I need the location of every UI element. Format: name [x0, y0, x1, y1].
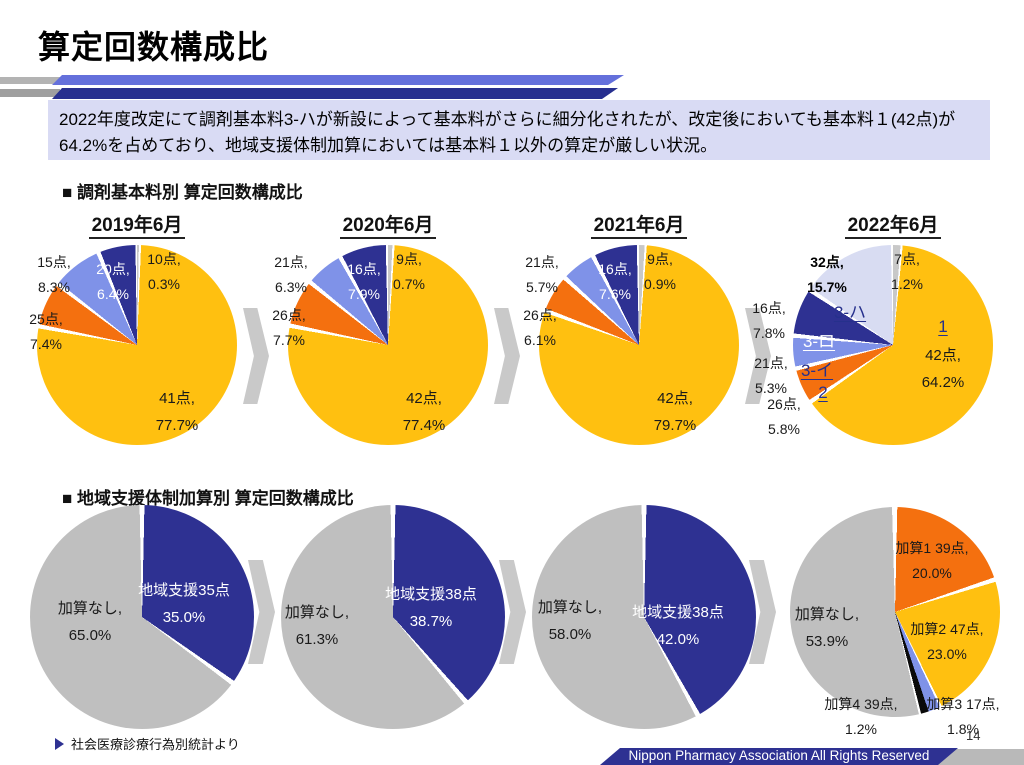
pie-basic-2021 [539, 245, 739, 445]
pie-label-none: 加算なし, 53.9% [794, 606, 860, 650]
pie-basic-2019 [37, 245, 237, 445]
pie-chiiki-2019 [30, 505, 254, 729]
pie-basic-2020 [288, 245, 488, 445]
pie-category-3ro: 3-ロ [802, 332, 836, 351]
pie-label-none: 加算なし, 65.0% [57, 600, 123, 644]
section1-heading: ■ 調剤基本料別 算定回数構成比 [62, 183, 303, 202]
pie-label-21pt: 21点, 5.7% [525, 254, 559, 295]
chart-group-chiiki-2020: 加算なし, 61.3% 地域支援38点 38.7% [263, 500, 513, 765]
footer-gray-bar [930, 749, 1024, 765]
pie-category-1: 1 [938, 317, 948, 336]
pie-label-chiiki35: 地域支援35点 35.0% [138, 582, 230, 626]
pie-label-26pt: 26点, 6.1% [523, 307, 557, 348]
decor-stripe-gray-bottom [0, 89, 60, 97]
pie-category-3i: 3-イ [800, 361, 834, 380]
pie-label-none: 加算なし, 58.0% [537, 599, 603, 643]
pie-label-kasan2: 加算2 47点, 23.0% [910, 621, 984, 662]
chart-group-chiiki-2021: 加算なし, 58.0% 地域支援38点 42.0% [514, 500, 764, 765]
pie-label-42pt: 42点, 79.7% [653, 390, 697, 434]
chart-group-basic-2020: 2020年6月 21点, 6.3% 16点, 7.9% 9点, 0.7% 26点… [263, 210, 513, 482]
pie-label-chiiki38: 地域支援38点 42.0% [632, 604, 724, 648]
pie-label-9pt: 9点, 0.9% [644, 251, 676, 292]
chart-group-basic-2019: 2019年6月 15点, 8.3% 20点, 6.4% 10点, 0.3% 25… [12, 210, 262, 482]
chart-group-chiiki-2019: 加算なし, 65.0% 地域支援35点 35.0% [12, 500, 262, 765]
pie-chiiki-2020 [281, 505, 505, 729]
pie-basic-2022 [793, 245, 993, 445]
decor-stripe-gray-top [0, 77, 66, 84]
chart-group-basic-2022: 2022年6月 32点, 15.7% 3-ハ 7点, 1.2% 16点, 7.8… [745, 210, 1024, 482]
pie-chiiki-2022 [790, 507, 1000, 717]
pie-chiiki-2021 [532, 505, 756, 729]
pie-label-25pt: 25点, 7.4% [29, 311, 63, 352]
pie-label-21pt: 21点, 5.3% [754, 355, 788, 396]
chart-group-basic-2021: 2021年6月 21点, 5.7% 16点, 7.6% 9点, 0.9% 26点… [514, 210, 764, 482]
source-note-text: 社会医療診療行為別統計より [71, 737, 240, 752]
pie-label-7pt: 7点, 1.2% [891, 251, 923, 292]
pie-label-kasan4: 加算4 39点, 1.2% [824, 696, 898, 737]
pie-label-kasan3: 加算3 17点, 1.8% [926, 696, 1000, 737]
pie-label-21pt: 21点, 6.3% [274, 254, 308, 295]
pie-label-16pt: 16点, 7.6% [598, 261, 632, 302]
chart-title-basic-2020: 2020年6月 [339, 215, 437, 239]
source-note: 社会医療診療行為別統計より [55, 734, 240, 753]
pie-label-15pt: 15点, 8.3% [37, 254, 71, 295]
chart-title-basic-2022: 2022年6月 [844, 215, 942, 239]
pie-label-16pt: 16点, 7.9% [347, 261, 381, 302]
pie-label-16pt: 16点, 7.8% [752, 300, 786, 341]
pie-category-3ha: 3-ハ [833, 303, 867, 322]
section2-heading: ■ 地域支援体制加算別 算定回数構成比 [62, 489, 354, 508]
page-title: 算定回数構成比 [38, 29, 270, 65]
pie-label-32pt: 32点, 15.7% [807, 254, 847, 295]
pie-category-2: 2 [818, 383, 828, 402]
pie-label-26pt: 26点, 5.8% [767, 396, 801, 437]
summary-box: 2022年度改定にて調剤基本料3-ハが新設によって基本料がさらに細分化されたが、… [48, 100, 990, 160]
decor-stripe-navy [52, 88, 618, 99]
pie-label-42pt: 42点, 77.4% [402, 390, 446, 434]
chart-group-chiiki-2022: 加算1 39点, 20.0% 加算2 47点, 23.0% 加算なし, 53.9… [758, 500, 1024, 765]
decor-stripe-light-blue [52, 75, 624, 85]
page-number: 14 [966, 728, 981, 743]
pie-label-26pt: 26点, 7.7% [272, 307, 306, 348]
pie-label-10pt: 10点, 0.3% [147, 251, 181, 292]
triangle-bullet-icon [55, 737, 64, 750]
pie-label-42pt: 42点, 64.2% [921, 347, 965, 391]
pie-label-kasan1: 加算1 39点, 20.0% [895, 540, 969, 581]
pie-label-none: 加算なし, 61.3% [284, 604, 350, 648]
pie-label-9pt: 9点, 0.7% [393, 251, 425, 292]
pie-label-chiiki38: 地域支援38点 38.7% [385, 586, 477, 630]
pie-label-41pt: 41点, 77.7% [155, 390, 199, 434]
chart-title-basic-2019: 2019年6月 [88, 215, 186, 239]
footer-copyright-banner: Nippon Pharmacy Association All Rights R… [600, 748, 958, 765]
pie-label-20pt: 20点, 6.4% [96, 261, 130, 302]
chart-title-basic-2021: 2021年6月 [590, 215, 688, 239]
